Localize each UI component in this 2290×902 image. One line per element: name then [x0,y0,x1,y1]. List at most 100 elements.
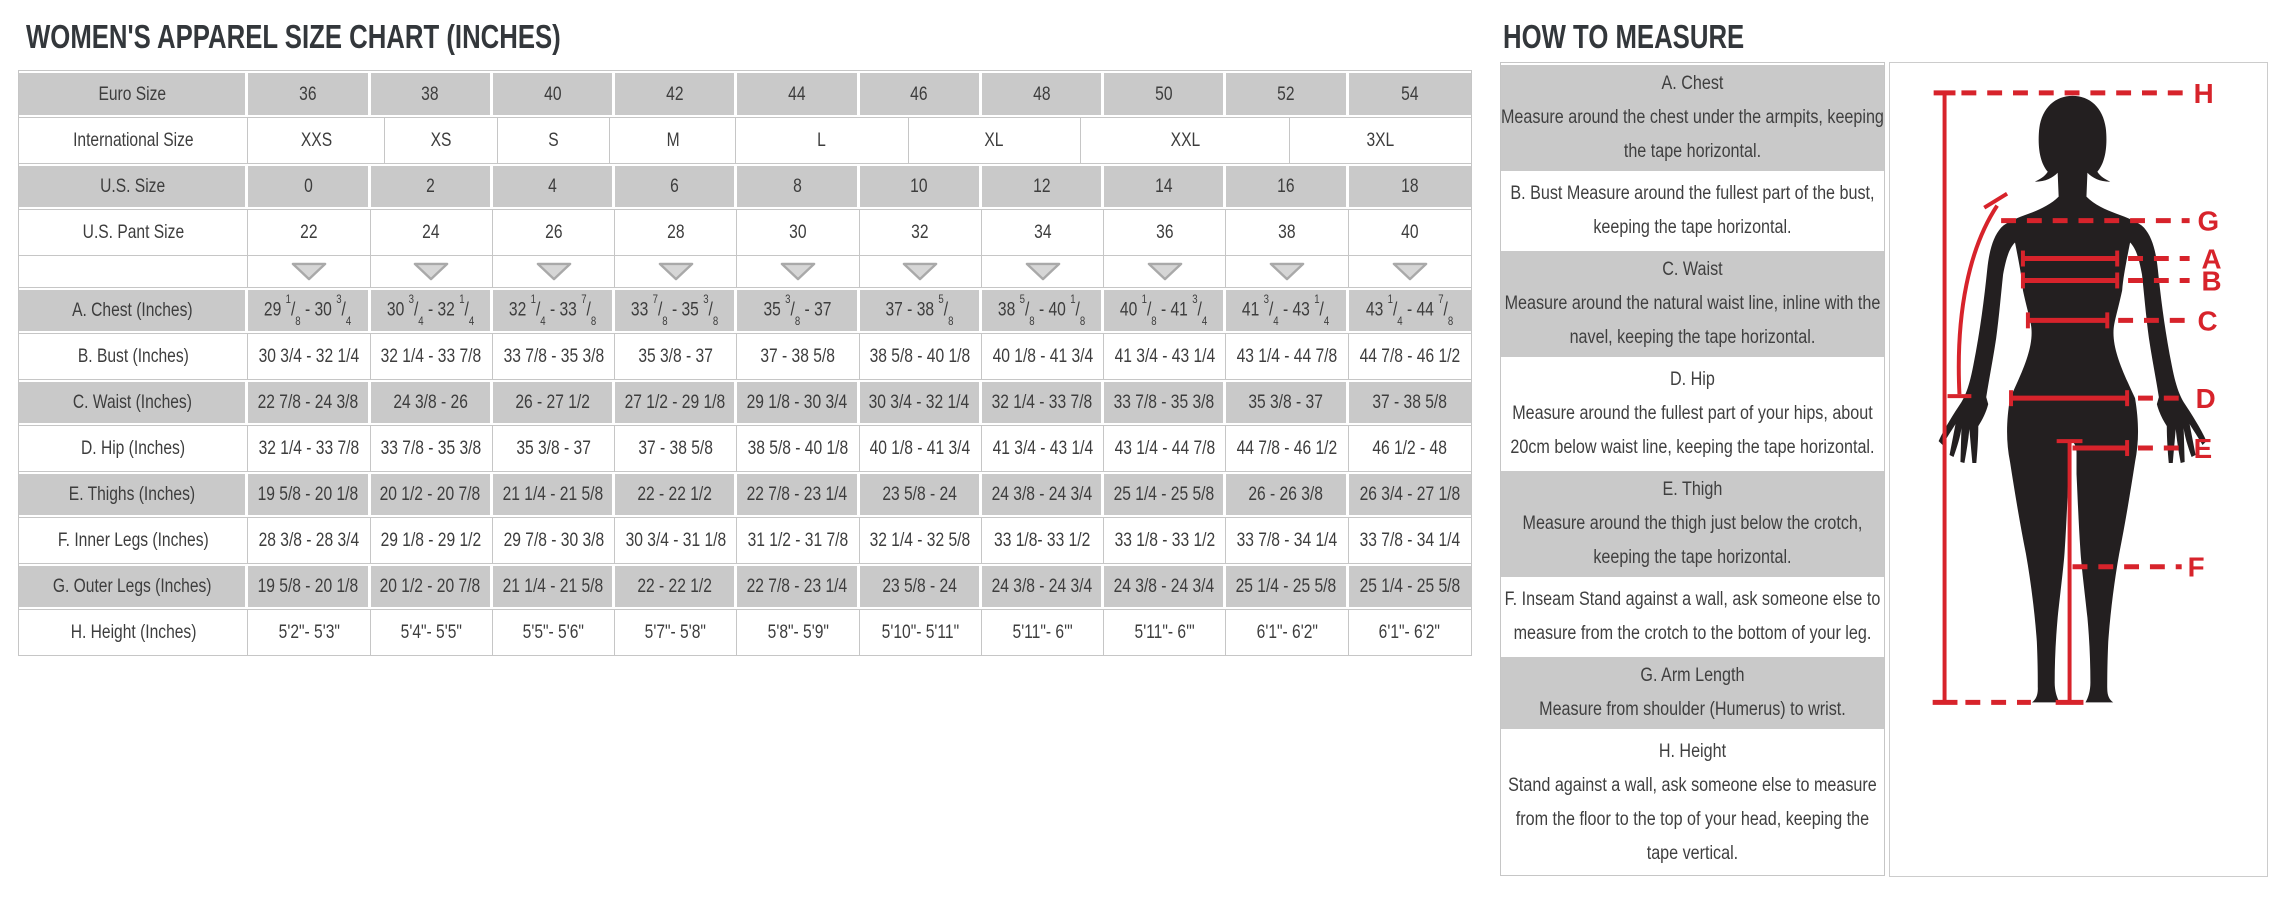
cell-value: XL [984,129,1004,151]
cell-euro-size-6: 48 [981,71,1105,117]
cell-hip-2: 35 3/8 - 37 [493,426,616,471]
row-label-text: D. Hip (Inches) [81,437,186,459]
cell-thighs-7: 25 1/4 - 25 5/8 [1104,472,1227,517]
row-label-text: E. Thighs (Inches) [69,483,196,505]
measure-item-text: D. Hip Measure around the fullest part of… [1501,363,1884,465]
cell-chest-4: 35 3/8 - 37 [737,288,860,333]
cell-thighs-6: 24 3/8 - 24 3/4 [981,472,1105,517]
cell-value: 0 [303,175,313,197]
cell-international-size-6: XXL [1081,118,1290,163]
cell-value: 29 1/8 - 30 3/4 [264,292,352,328]
arrow-cell [860,256,982,287]
cell-hip-5: 40 1/8 - 41 3/4 [860,426,982,471]
row-label-outer-legs: G. Outer Legs (Inches) [19,564,249,609]
cell-value: M [666,129,680,151]
cell-value: 29 7/8 - 30 3/8 [503,529,604,551]
cell-value: 43 1/4 - 44 7/8 [1236,345,1338,367]
cell-international-size-7: 3XL [1290,118,1471,163]
measure-item-achest: A. Chest Measure around the chest under t… [1501,63,1884,173]
cell-value: 32 [911,221,929,243]
cell-outer-legs-3: 22 - 22 1/2 [615,564,738,609]
cell-value: 21 1/4 - 21 5/8 [502,483,603,505]
diagram-label-g: G [2198,206,2220,237]
measure-item-text: F. Inseam Stand against a wall, ask some… [1501,583,1884,651]
cell-international-size-0: XXS [248,118,386,163]
cell-value: 8 [792,175,802,197]
cell-value: 46 [910,82,928,105]
measure-item-body: B. Bust Measure around the fullest part … [1510,183,1875,238]
row-label-euro-size: Euro Size [19,71,249,117]
table-row-outer-legs: G. Outer Legs (Inches) 19 5/8 - 20 1/8 20 … [19,563,1471,609]
cell-value: 31 1/2 - 31 7/8 [747,529,849,551]
cell-chest-6: 38 5/8 - 40 1/8 [981,288,1105,333]
cell-waist-3: 27 1/2 - 29 1/8 [615,380,738,425]
cell-value: 42 [666,82,684,105]
table-row-us-size: U.S. Size 0 2 4 6 8 10 12 14 16 18 [19,163,1471,209]
cell-us-pant-size-9: 40 [1349,210,1471,255]
cell-value: 5'2"- 5'3" [278,621,340,643]
cell-value: 4 [548,175,557,197]
cell-outer-legs-6: 24 3/8 - 24 3/4 [981,564,1105,609]
cell-height-9: 6'1"- 6'2" [1349,610,1471,655]
row-label-text: H. Height (Inches) [70,621,197,643]
cell-value: 40 [1401,221,1419,243]
cell-value: 38 [1278,221,1296,243]
row-label-text: A. Chest (Inches) [71,299,193,321]
measure-item-text: E. Thigh Measure around the thigh just be… [1501,473,1884,575]
cell-value: 29 1/8 - 29 1/2 [380,529,482,551]
cell-height-7: 5'11"- 6'" [1104,610,1227,655]
cell-value: 33 7/8 - 34 1/4 [1236,529,1338,551]
cell-value: 26 [544,221,563,243]
cell-value: 5'8"- 5'9" [767,621,829,643]
cell-value: 18 [1401,175,1419,197]
cell-value: 30 [789,221,807,243]
cell-value: XXS [300,129,332,151]
cell-height-2: 5'5"- 5'6" [493,610,616,655]
arrow-cell [615,256,738,287]
cell-value: 22 [300,221,318,243]
cell-value: 32 1/4 - 33 7/8 [991,391,1092,413]
cell-hip-0: 32 1/4 - 33 7/8 [248,426,371,471]
cell-bust-2: 33 7/8 - 35 3/8 [493,334,616,379]
cell-inner-legs-5: 32 1/4 - 32 5/8 [860,518,982,563]
cell-value: 44 7/8 - 46 1/2 [1359,345,1461,367]
cell-value: 6 [670,175,680,197]
cell-waist-2: 26 - 27 1/2 [492,380,616,425]
down-arrow-icon [413,262,449,281]
cell-value: 5'11"- 6'" [1134,621,1195,643]
cell-height-4: 5'8"- 5'9" [737,610,860,655]
cell-height-8: 6'1"- 6'2" [1226,610,1349,655]
cell-inner-legs-4: 31 1/2 - 31 7/8 [737,518,860,563]
cell-us-size-1: 2 [370,164,493,209]
cell-chest-9: 43 1/4 - 44 7/8 [1348,288,1471,333]
cell-international-size-5: XL [909,118,1081,163]
measure-item-text: B. Bust Measure around the fullest part … [1501,177,1884,245]
table-row-inner-legs: F. Inner Legs (Inches) 28 3/8 - 28 3/4 29 … [19,517,1471,563]
cell-value: 37 - 38 5/8 [760,345,836,367]
arrow-cell [1104,256,1227,287]
cell-value: 52 [1277,82,1295,105]
cell-value: 3XL [1366,129,1395,151]
cell-value: 21 1/4 - 21 5/8 [502,575,603,597]
cell-hip-4: 38 5/8 - 40 1/8 [737,426,860,471]
down-arrow-icon [1392,262,1428,281]
diagram-label-f: F [2188,552,2205,583]
diagram-label-b: B [2202,265,2222,296]
cell-us-size-2: 4 [492,164,616,209]
arrow-cell [371,256,493,287]
cell-us-size-5: 10 [859,164,982,209]
arrow-cell [493,256,616,287]
cell-value: 5'5"- 5'6" [522,621,585,643]
cell-value: 5'7"- 5'8" [645,621,707,643]
cell-value: 24 3/8 - 24 3/4 [991,483,1092,505]
table-row-us-pant-size: U.S. Pant Size 22 24 26 28 30 32 34 36 38 40 [19,209,1471,255]
row-label-us-size: U.S. Size [19,164,249,209]
row-label-waist: C. Waist (Inches) [19,380,249,425]
down-arrow-icon [291,262,327,281]
cell-value: 6'1"- 6'2" [1256,621,1318,643]
table-row-international-size: International Size XXS XS S M L XL XXL 3XL [19,117,1471,163]
cell-value: 26 - 27 1/2 [515,391,590,413]
cell-height-5: 5'10"- 5'11" [860,610,982,655]
row-label-text: U.S. Size [99,175,165,197]
